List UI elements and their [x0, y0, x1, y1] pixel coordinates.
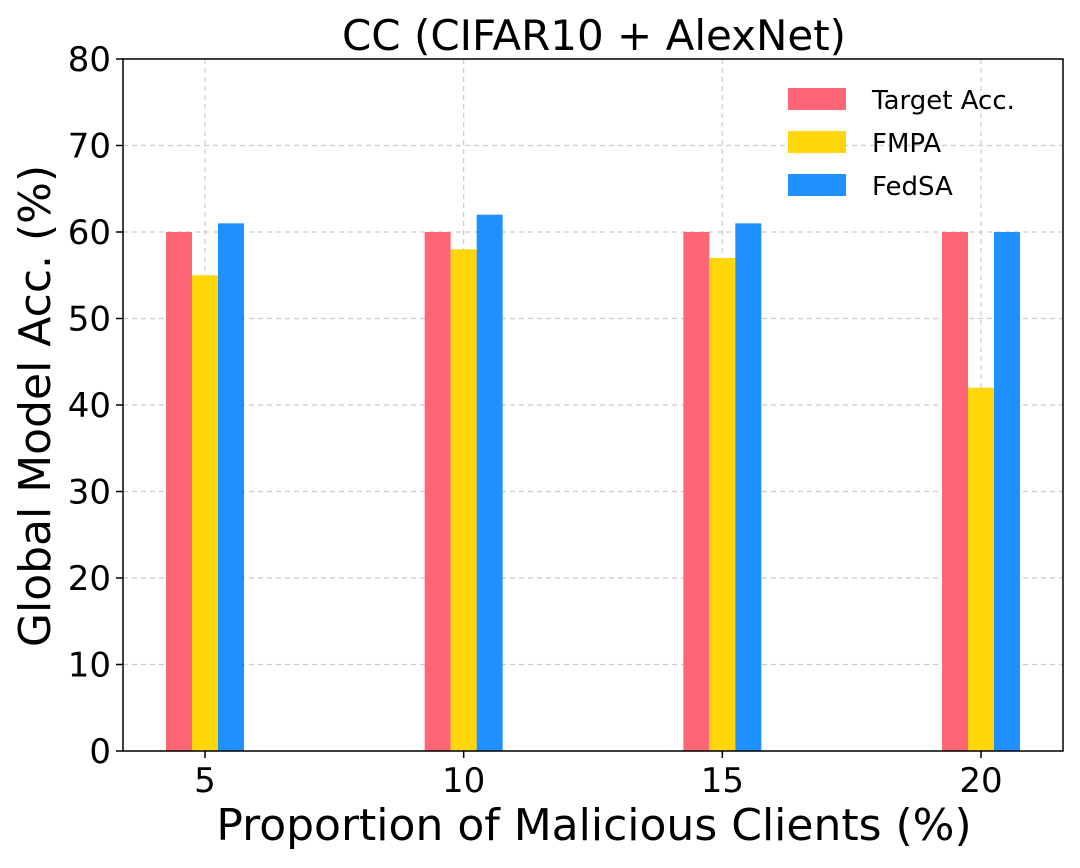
y-tick-label: 20 [68, 559, 111, 599]
bar-target-acc-5 [166, 232, 192, 751]
bar-fmpa-15 [709, 257, 736, 751]
bar-fmpa-10 [450, 249, 477, 752]
bar-fedsa-20 [994, 232, 1020, 751]
y-tick-label: 50 [68, 300, 111, 340]
legend-swatch [788, 174, 846, 196]
y-tick-label: 80 [68, 40, 111, 80]
x-tick-label: 10 [442, 761, 485, 801]
legend-swatch [788, 131, 846, 153]
y-tick-label: 0 [89, 732, 111, 772]
x-tick-label: 5 [194, 761, 216, 801]
legend-label: FedSA [872, 172, 953, 202]
y-tick-label: 60 [68, 213, 111, 253]
x-axis-label: Proportion of Malicious Clients (%) [216, 800, 971, 851]
bar-fedsa-10 [476, 214, 503, 751]
tick-labels: 0 10 20 30 40 50 60 70 80 5 10 15 20 [68, 40, 1003, 801]
bars [166, 214, 1020, 752]
bar-fedsa-15 [735, 223, 762, 752]
grid-lines [123, 58, 1063, 752]
bar-fmpa-5 [192, 275, 218, 751]
legend-swatch [788, 88, 846, 110]
bar-fmpa-20 [968, 387, 994, 751]
legend-label: Target Acc. [871, 86, 1015, 116]
y-axis-label: Global Model Acc. (%) [10, 165, 61, 647]
bar-target-acc-15 [683, 232, 710, 751]
y-tick-label: 30 [68, 473, 111, 513]
y-tick-label: 40 [68, 386, 111, 426]
y-tick-label: 10 [68, 646, 111, 686]
x-tick-label: 20 [959, 761, 1002, 801]
bar-fedsa-5 [218, 223, 244, 752]
bar-target-acc-20 [942, 232, 968, 751]
bar-target-acc-10 [424, 232, 451, 751]
x-tick-label: 15 [701, 761, 744, 801]
chart-title: CC (CIFAR10 + AlexNet) [342, 11, 846, 60]
legend: Target Acc. FMPA FedSA [788, 86, 1015, 202]
y-tick-label: 70 [68, 127, 111, 167]
legend-label: FMPA [872, 129, 941, 159]
